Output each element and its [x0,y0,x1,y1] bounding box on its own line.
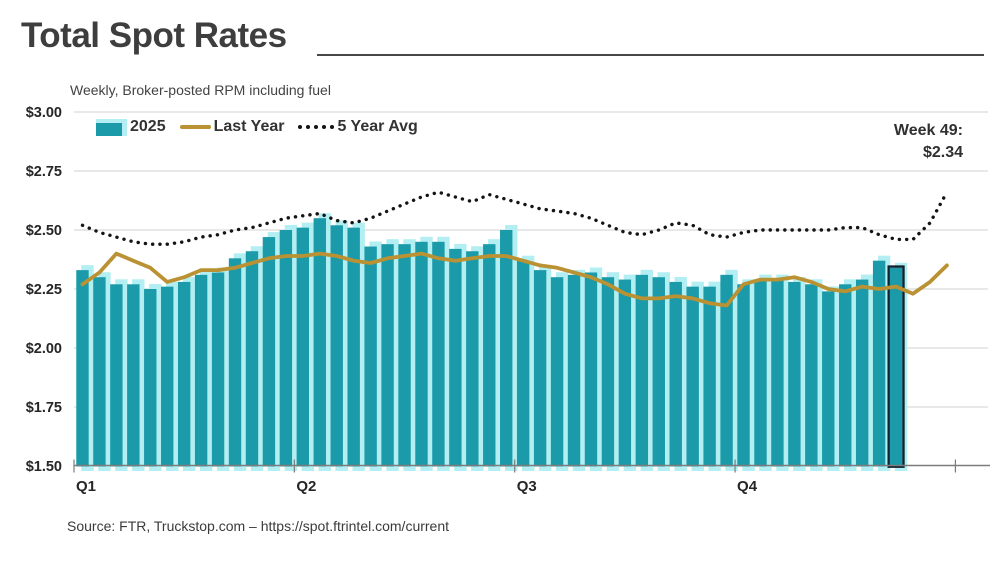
week-49-callout: Week 49: $2.34 [894,120,963,164]
bar-week-7 [177,281,191,467]
bar-week-47 [855,279,869,467]
legend-label-last-year: Last Year [213,118,285,135]
x-tick-label-Q1: Q1 [76,478,96,495]
bar-week-1 [76,270,89,467]
bar-week-44 [805,284,818,467]
bar-week-6 [161,286,174,467]
bar-week-33 [618,279,632,467]
x-tick-label-Q2: Q2 [296,478,316,495]
title-rule [317,54,984,56]
legend-item-2025: 2025 [96,118,166,136]
bar-week-31 [584,272,598,467]
y-tick-label: $1.75 [26,400,62,416]
bar-week-41 [754,279,767,467]
bar-week-27 [516,260,530,467]
y-tick-label: $1.50 [26,459,62,475]
bar-week-2 [93,277,106,467]
bar-week-29 [550,277,564,467]
y-tick-label: $2.75 [26,164,62,180]
x-tick-label-Q4: Q4 [737,478,758,495]
bar-week-24 [466,251,479,467]
bar-week-25 [483,244,496,467]
bar-week-42 [771,279,784,467]
bar-week-16 [330,225,343,467]
x-tick-label-Q3: Q3 [517,478,537,495]
bar-week-15 [313,218,326,467]
legend-label-2025: 2025 [130,118,166,135]
y-tick-label: $3.00 [26,105,62,121]
bar-week-3 [110,284,123,467]
overlay-lines [80,190,949,308]
bar-week-38 [703,286,716,467]
bar-week-23 [449,248,462,467]
dotted-swatch-icon [298,125,335,129]
bar-week-21 [415,241,428,467]
bar-week-10 [228,258,242,467]
bar-week-35 [652,277,665,467]
bar-week-17 [347,227,360,467]
bar-week-48 [872,260,886,467]
callout-week-value: $2.34 [922,144,963,161]
bar-swatch-icon [96,118,127,136]
bar-week-30 [567,274,581,467]
highlight-week-49-outline [887,265,905,468]
bar-week-28 [533,270,547,467]
last-year-line [80,251,949,308]
chart-legend: 2025 Last Year 5 Year Avg [96,118,418,136]
bar-week-19 [381,244,394,467]
bar-week-43 [788,281,801,467]
bar-week-20 [398,244,411,467]
bar-week-39 [720,274,733,467]
bar-week-22 [432,241,445,467]
bar-week-8 [194,274,208,467]
y-tick-label: $2.50 [26,223,62,239]
bar-week-49 [889,267,903,467]
bar-week-37 [686,286,699,467]
page-title: Total Spot Rates [21,16,287,55]
bar-week-36 [669,281,682,467]
bar-week-13 [279,230,293,467]
bar-week-34 [635,274,649,467]
bar-week-9 [211,272,225,467]
bar-week-5 [144,289,157,467]
bar-week-14 [296,227,310,467]
bar-week-32 [601,277,615,467]
callout-week-label: Week 49: [893,122,963,139]
bar-week-12 [262,237,276,467]
line-swatch-icon [179,125,211,129]
bar-week-45 [822,291,835,467]
x-axis: Q1 Q2 Q3 Q4 [73,459,990,495]
legend-item-5-year-avg: 5 Year Avg [298,118,418,136]
y-tick-label: $2.25 [26,282,62,298]
bars-2025 [76,218,905,468]
bar-week-11 [245,251,259,467]
bar-week-46 [839,284,852,467]
chart-subtitle: Weekly, Broker-posted RPM including fuel [70,82,331,98]
legend-label-5-year-avg: 5 Year Avg [337,118,418,135]
bar-week-26 [500,230,513,467]
y-tick-label: $2.00 [26,341,62,357]
bar-week-4 [127,284,140,467]
bar-week-18 [364,246,377,467]
bar-week-40 [737,284,750,467]
legend-item-last-year: Last Year [179,118,285,136]
source-note: Source: FTR, Truckstop.com – https://spo… [67,518,450,534]
